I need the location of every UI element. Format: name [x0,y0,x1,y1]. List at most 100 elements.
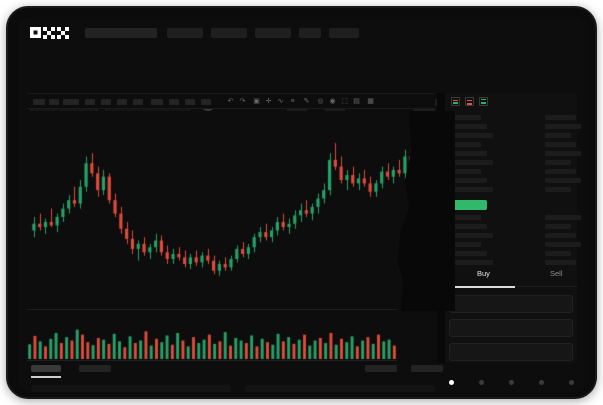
orderbook-bid-row[interactable] [451,215,481,220]
nav-item-1[interactable] [167,28,203,38]
volume-chart [27,315,397,363]
toolbar-chip-0[interactable] [33,99,45,105]
bottom-tab-1[interactable] [79,365,111,372]
pagination-dots[interactable] [449,379,574,387]
bottom-panel-1 [245,385,435,392]
nav-item-2[interactable] [211,28,247,38]
book-asks-icon[interactable] [465,97,474,106]
orderbook-bid-size[interactable] [545,215,581,220]
orderbook-bid-row[interactable] [451,251,487,256]
orderbook-ask-row[interactable] [451,169,481,174]
crosshair-icon[interactable]: ✛ [265,98,272,105]
orderbook-bid-row[interactable] [451,242,481,247]
lock-icon[interactable]: ⬚ [341,98,348,105]
orderbook-bid-row[interactable] [451,260,493,265]
volume-axis-line [27,360,397,361]
redo-icon[interactable]: ↷ [239,98,246,105]
pagination-dot-4[interactable] [569,380,574,385]
order-field-2[interactable] [449,343,573,361]
toolbar-chip-8[interactable] [169,99,179,105]
orderbook-bid-size[interactable] [545,224,571,229]
orderbook-ask-size[interactable] [545,187,571,192]
brush-icon[interactable]: ✎ [303,98,310,105]
chart-axis-divider [27,309,397,310]
orderbook-ask-row[interactable] [451,115,481,120]
pagination-dot-3[interactable] [539,380,544,385]
orderbook-view-toggles[interactable] [451,97,488,106]
pagination-dot-1[interactable] [479,380,484,385]
bottom-tab-3[interactable] [411,365,443,372]
orderbook-bid-size[interactable] [545,251,571,256]
buy-sell-tabs[interactable]: Buy Sell [445,265,577,287]
orderbook-ask-row[interactable] [451,142,481,147]
toolbar-chip-2[interactable] [63,99,79,105]
nav-item-4[interactable] [299,28,321,38]
bottom-panel-0 [31,385,231,392]
volume-canvas [27,315,397,363]
orderbook-mid-price [451,200,487,210]
eye-icon[interactable]: ◉ [329,98,336,105]
nav-item-5[interactable] [329,28,359,38]
chart-toolbar[interactable]: ↶ ↷ ▣ ✛ ∿ ≡ ✎ ◎ ◉ ⬚ ▤ ▦ [27,93,435,109]
price-chart[interactable] [27,111,435,311]
toolbar-chip-1[interactable] [49,99,59,105]
orderbook-bid-row[interactable] [451,224,487,229]
toolbar-chip-3[interactable] [85,99,95,105]
tablet-device-frame: Spot Trading ▾ ▾ ↶ ↷ ▣ ✛ ∿ ≡ ✎ ◎ ◉ ⬚ ▤ ▦ [6,6,597,399]
orderbook-ask-row[interactable] [451,124,487,129]
buy-tab-underline [447,286,515,288]
orderbook-ask-row[interactable] [451,151,487,156]
okx-logo[interactable] [30,27,74,39]
orderbook-bid-row[interactable] [451,233,493,238]
magnet-icon[interactable]: ◎ [317,98,324,105]
orderbook-ask-size[interactable] [545,124,581,129]
nav-item-0[interactable] [85,28,157,38]
order-field-0[interactable] [449,295,573,313]
orderbook-ask-size[interactable] [545,133,571,138]
book-both-icon[interactable] [451,97,460,106]
orderbook-ask-row[interactable] [451,133,493,138]
tab-buy[interactable]: Buy [477,269,490,278]
orderbook-ask-size[interactable] [545,115,576,120]
undo-icon[interactable]: ↶ [227,98,234,105]
trash-icon[interactable]: ▤ [353,98,360,105]
toolbar-chip-10[interactable] [201,99,211,105]
camera-icon[interactable]: ▣ [253,98,260,105]
orderbook-bid-size[interactable] [545,260,576,265]
book-bids-icon[interactable] [479,97,488,106]
fib-icon[interactable]: ≡ [290,98,295,105]
bottom-tab-0[interactable] [31,365,61,372]
nav-item-3[interactable] [255,28,291,38]
order-field-1[interactable] [449,319,573,337]
market-subbar: Spot Trading ▾ ▾ [17,47,588,115]
orderbook-ask-size[interactable] [545,178,581,183]
active-bottom-tab-underline [31,376,61,378]
pagination-dot-2[interactable] [509,380,514,385]
orderbook-ask-row[interactable] [451,187,493,192]
panel-gap [437,93,445,363]
orderbook-ask-row[interactable] [451,178,487,183]
app-screen: Spot Trading ▾ ▾ ↶ ↷ ▣ ✛ ∿ ≡ ✎ ◎ ◉ ⬚ ▤ ▦ [17,17,588,392]
orderbook-bid-size[interactable] [545,242,581,247]
settings-icon[interactable]: ▦ [367,98,374,105]
orderbook-ask-size[interactable] [545,160,571,165]
pagination-dot-0[interactable] [449,380,454,385]
market-stat-1 [287,107,307,114]
orderbook-bid-size[interactable] [545,233,576,238]
market-stat-3 [325,107,345,114]
bottom-tab-2[interactable] [365,365,397,372]
candlestick-canvas[interactable] [27,111,435,311]
toolbar-chip-5[interactable] [117,99,127,105]
toolbar-chip-7[interactable] [151,99,163,105]
toolbar-chip-6[interactable] [133,99,143,105]
toolbar-chip-4[interactable] [101,99,111,105]
trendline-icon[interactable]: ∿ [277,98,284,105]
orderbook-ask-size[interactable] [545,151,581,156]
tab-sell[interactable]: Sell [550,269,563,278]
orderbook-ask-size[interactable] [545,169,576,174]
orderbook-ask-row[interactable] [451,160,493,165]
top-navigation-bar [17,17,588,47]
toolbar-chip-9[interactable] [185,99,195,105]
orderbook-ask-size[interactable] [545,142,576,147]
